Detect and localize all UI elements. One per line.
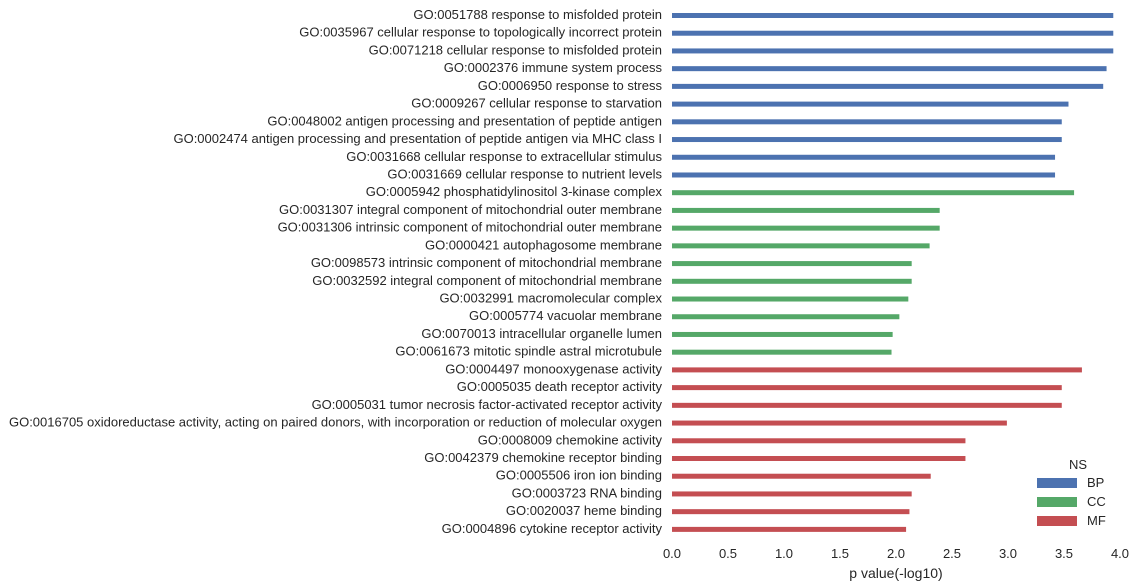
bar-cc bbox=[672, 314, 900, 320]
category-label: GO:0098573 intrinsic component of mitoch… bbox=[311, 255, 662, 270]
category-label: GO:0005774 vacuolar membrane bbox=[469, 308, 662, 323]
category-label: GO:0016705 oxidoreductase activity, acti… bbox=[9, 415, 662, 430]
category-label: GO:0032991 macromolecular complex bbox=[439, 291, 662, 306]
bar-mf bbox=[672, 438, 966, 444]
bar-mf bbox=[672, 420, 1007, 426]
category-label: GO:0005942 phosphatidylinositol 3-kinase… bbox=[366, 184, 663, 199]
legend-title: NS bbox=[1069, 457, 1087, 472]
x-tick-label: 2.5 bbox=[943, 546, 961, 561]
legend-swatch-cc bbox=[1037, 497, 1077, 507]
x-tick-label: 1.5 bbox=[831, 546, 849, 561]
category-labels: GO:0051788 response to misfolded protein… bbox=[9, 7, 663, 536]
category-label: GO:0035967 cellular response to topologi… bbox=[299, 25, 662, 40]
category-label: GO:0009267 cellular response to starvati… bbox=[411, 96, 662, 111]
bar-mf bbox=[672, 367, 1082, 373]
bar-bp bbox=[672, 101, 1069, 107]
x-tick-label: 4.0 bbox=[1111, 546, 1129, 561]
legend-label-bp: BP bbox=[1087, 475, 1104, 490]
bar-bp bbox=[672, 30, 1114, 36]
category-label: GO:0042379 chemokine receptor binding bbox=[424, 450, 662, 465]
bar-cc bbox=[672, 278, 912, 284]
legend-label-cc: CC bbox=[1087, 494, 1106, 509]
category-label: GO:0031307 integral component of mitocho… bbox=[279, 202, 662, 217]
category-label: GO:0061673 mitotic spindle astral microt… bbox=[395, 344, 662, 359]
bar-mf bbox=[672, 509, 910, 515]
bar-bp bbox=[672, 119, 1062, 125]
bar-cc bbox=[672, 331, 893, 337]
category-label: GO:0002474 antigen processing and presen… bbox=[173, 131, 662, 146]
category-label: GO:0031668 cellular response to extracel… bbox=[346, 149, 662, 164]
category-label: GO:0020037 heme binding bbox=[506, 503, 662, 518]
category-label: GO:0005035 death receptor activity bbox=[457, 379, 663, 394]
bar-bp bbox=[672, 48, 1114, 54]
category-label: GO:0004896 cytokine receptor activity bbox=[442, 521, 663, 536]
legend-swatch-mf bbox=[1037, 516, 1077, 526]
category-label: GO:0005506 iron ion binding bbox=[496, 468, 662, 483]
category-label: GO:0006950 response to stress bbox=[478, 78, 663, 93]
bar-bp bbox=[672, 154, 1056, 160]
category-label: GO:0031669 cellular response to nutrient… bbox=[387, 166, 662, 181]
x-tick-label: 0.0 bbox=[663, 546, 681, 561]
category-label: GO:0005031 tumor necrosis factor-activat… bbox=[312, 397, 663, 412]
x-tick-label: 3.5 bbox=[1055, 546, 1073, 561]
x-axis-title: p value(-log10) bbox=[849, 565, 942, 581]
bar-cc bbox=[672, 207, 940, 213]
bar-mf bbox=[672, 456, 966, 461]
category-label: GO:0008009 chemokine activity bbox=[478, 432, 663, 447]
bar-bp bbox=[672, 66, 1107, 72]
category-label: GO:0003723 RNA binding bbox=[512, 485, 662, 500]
category-label: GO:0002376 immune system process bbox=[444, 60, 663, 75]
bars bbox=[672, 13, 1114, 532]
bar-mf bbox=[672, 491, 912, 497]
legend-swatch-bp bbox=[1037, 478, 1077, 488]
bar-mf bbox=[672, 473, 931, 479]
category-label: GO:0070013 intracellular organelle lumen bbox=[421, 326, 662, 341]
bar-cc bbox=[672, 261, 912, 267]
bar-cc bbox=[672, 349, 892, 355]
bar-bp bbox=[672, 172, 1056, 178]
bar-mf bbox=[672, 526, 907, 532]
bar-bp bbox=[672, 83, 1104, 89]
category-label: GO:0031306 intrinsic component of mitoch… bbox=[278, 220, 662, 235]
x-tick-label: 3.0 bbox=[999, 546, 1017, 561]
category-label: GO:0051788 response to misfolded protein bbox=[413, 7, 662, 22]
bar-bp bbox=[672, 13, 1114, 18]
bar-cc bbox=[672, 190, 1075, 196]
x-tick-label: 0.5 bbox=[719, 546, 737, 561]
bar-mf bbox=[672, 402, 1062, 408]
bar-cc bbox=[672, 225, 940, 231]
category-label: GO:0032592 integral component of mitocho… bbox=[312, 273, 662, 288]
bar-cc bbox=[672, 243, 930, 249]
bar-bp bbox=[672, 137, 1062, 143]
x-axis-ticks: 0.0 0.5 1.0 1.5 2.0 2.5 3.0 3.5 4.0 bbox=[663, 546, 1129, 561]
x-tick-label: 1.0 bbox=[775, 546, 793, 561]
category-label: GO:0071218 cellular response to misfolde… bbox=[369, 42, 662, 57]
bar-cc bbox=[672, 296, 909, 302]
x-tick-label: 2.0 bbox=[887, 546, 905, 561]
legend-label-mf: MF bbox=[1087, 513, 1106, 528]
category-label: GO:0004497 monooxygenase activity bbox=[445, 361, 662, 376]
category-label: GO:0000421 autophagosome membrane bbox=[425, 237, 662, 252]
category-label: GO:0048002 antigen processing and presen… bbox=[267, 113, 662, 128]
bar-mf bbox=[672, 385, 1062, 391]
